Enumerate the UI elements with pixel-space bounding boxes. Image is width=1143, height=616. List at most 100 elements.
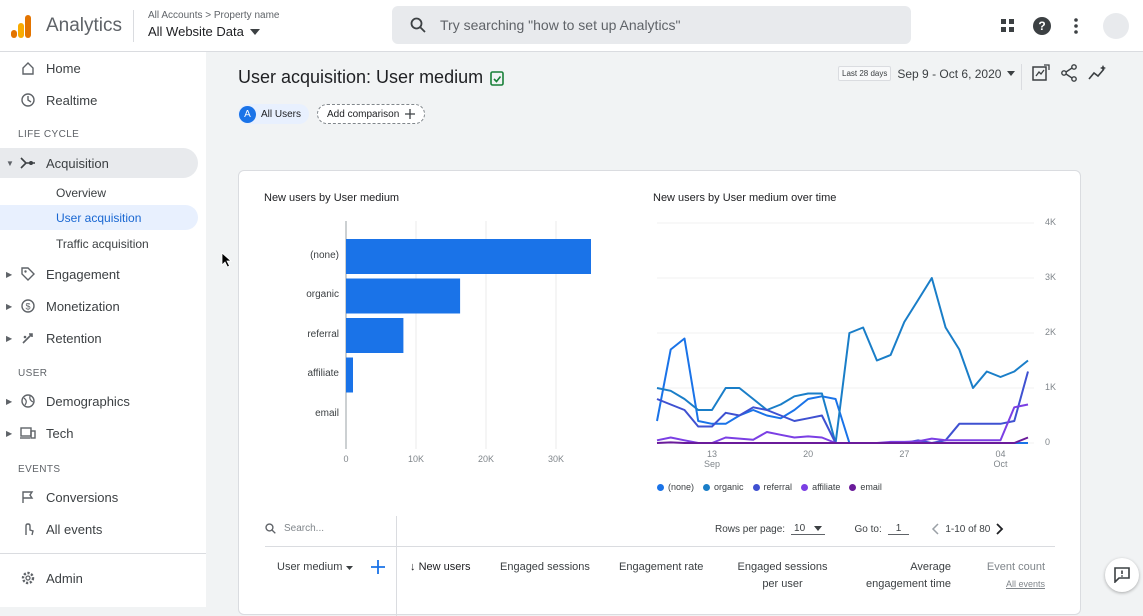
bar-x-tick: 30K <box>547 454 564 464</box>
series-line-organic[interactable] <box>656 277 1029 444</box>
account-selector[interactable]: All Website Data <box>148 24 260 39</box>
legend-dot <box>657 483 664 491</box>
bar-category-label: referral <box>307 328 339 340</box>
date-range-text: Sep 9 - Oct 6, 2020 <box>897 66 1002 81</box>
caret-down-icon <box>346 565 354 570</box>
line-y-tick: 0 <box>1045 437 1051 447</box>
all-users-chip[interactable]: A All Users <box>238 104 310 124</box>
date-range-picker[interactable]: Last 28 days Sep 9 - Oct 6, 2020 <box>838 66 1016 81</box>
caret-down-icon <box>813 526 822 531</box>
add-dimension-plus-icon[interactable] <box>371 560 385 574</box>
divider <box>396 516 397 616</box>
table-search[interactable]: Search... <box>265 523 324 534</box>
chevron-right-icon[interactable] <box>996 523 1004 535</box>
col-header-engagement-rate[interactable]: Engagement rate <box>619 561 704 573</box>
sidebar-item-label: Tech <box>46 425 74 441</box>
sidebar-item-label: Engagement <box>46 266 120 282</box>
divider <box>133 10 134 42</box>
help-icon[interactable]: ? <box>1025 9 1059 43</box>
verified-check-icon[interactable] <box>490 70 504 86</box>
goto-input[interactable]: 1 <box>887 523 910 535</box>
legend-item[interactable]: (none) <box>657 482 694 492</box>
bar-chart-title: New users by User medium <box>264 192 400 204</box>
apps-grid-icon[interactable] <box>991 9 1025 43</box>
feedback-button[interactable] <box>1105 558 1139 592</box>
section-header: USER <box>18 368 48 379</box>
more-vert-icon[interactable] <box>1059 9 1093 43</box>
rows-per-page-label: Rows per page: <box>715 523 786 535</box>
caret-right-icon: ▶ <box>6 301 13 311</box>
col-header-event-count[interactable]: Event count All events <box>983 559 1045 593</box>
line-x-tick: 13 <box>706 449 717 459</box>
rows-per-page-value: 10 <box>794 523 806 534</box>
add-comparison-button[interactable]: Add comparison <box>317 104 426 124</box>
devices-icon <box>20 425 36 441</box>
legend-label: email <box>860 482 882 492</box>
feedback-icon <box>1114 567 1130 583</box>
share-icon[interactable] <box>1060 64 1078 82</box>
bar-x-tick: 20K <box>477 454 494 464</box>
analytics-logo[interactable] <box>10 14 34 38</box>
sidebar-item-traffic-acquisition[interactable]: Traffic acquisition <box>56 236 149 251</box>
bar-affiliate[interactable] <box>346 357 353 393</box>
sidebar-item-label: Retention <box>46 330 102 346</box>
caret-right-icon: ▶ <box>6 428 13 438</box>
account-breadcrumb[interactable]: All Accounts > Property name <box>148 10 280 21</box>
bar-category-label: (none) <box>310 249 339 261</box>
data-table: Search... Rows per page: 10 Go to: 1 1-1… <box>265 511 1055 616</box>
col-header-line-1: Average <box>910 561 951 573</box>
dimension-header[interactable]: User medium <box>277 559 354 576</box>
col-header-engaged-sessions-per-user[interactable]: Engaged sessions per user <box>735 559 830 593</box>
home-icon <box>20 60 36 76</box>
bar-organic[interactable] <box>346 278 461 314</box>
line-y-tick: 1K <box>1045 382 1057 392</box>
legend-label: organic <box>714 482 744 492</box>
line-y-tick: 4K <box>1045 217 1057 227</box>
sidebar-item-label: Conversions <box>46 489 119 505</box>
legend-item[interactable]: organic <box>703 482 744 492</box>
main-content: User acquisition: User medium Last 28 da… <box>206 52 1143 616</box>
page-range: 1-10 of 80 <box>945 523 991 535</box>
sidebar-item-user-acquisition[interactable]: User acquisition <box>0 205 198 230</box>
retention-icon <box>20 330 36 346</box>
charts-card: New users by User medium New users by Us… <box>238 170 1081 616</box>
insights-icon[interactable] <box>1088 64 1108 82</box>
series-line-email[interactable] <box>656 436 1029 444</box>
account-name: All Website Data <box>148 24 244 39</box>
sidebar-item-label: Demographics <box>46 393 130 409</box>
app-name: Analytics <box>46 15 123 36</box>
search-input[interactable]: Try searching "how to set up Analytics" <box>392 6 911 44</box>
col-header-events-filter[interactable]: All events <box>1005 579 1045 589</box>
acquisition-icon <box>20 155 36 171</box>
chevron-left-icon[interactable] <box>931 523 939 535</box>
section-header: LIFE CYCLE <box>18 129 80 140</box>
sidebar-item-label: All events <box>46 521 103 537</box>
bar-referral[interactable] <box>346 318 404 353</box>
avatar[interactable] <box>1103 13 1129 39</box>
clock-icon <box>20 92 36 108</box>
flag-icon <box>20 489 36 505</box>
bar-x-tick: 10K <box>407 454 424 464</box>
col-header-avg-engagement-time[interactable]: Average engagement time <box>855 559 951 593</box>
bar-x-tick: 0 <box>343 454 349 464</box>
svg-text:?: ? <box>1038 19 1045 33</box>
bar-none[interactable] <box>346 239 591 274</box>
segment-label: All Users <box>261 108 302 120</box>
col-header-new-users[interactable]: ↓ New users <box>410 561 471 573</box>
col-header-engaged-sessions[interactable]: Engaged sessions <box>500 561 590 573</box>
page-title-text: User acquisition: User medium <box>238 67 484 87</box>
caret-right-icon: ▶ <box>6 396 13 406</box>
sidebar-item-acquisition[interactable]: ▼ Acquisition <box>0 148 198 178</box>
legend-item[interactable]: referral <box>752 482 792 492</box>
customize-report-icon[interactable] <box>1032 64 1050 82</box>
gear-icon <box>20 570 36 586</box>
sidebar-item-overview[interactable]: Overview <box>56 185 107 200</box>
table-search-placeholder: Search... <box>284 523 325 534</box>
legend-label: affiliate <box>812 482 841 492</box>
bar-category-label: organic <box>306 289 339 300</box>
dimension-header-label: User medium <box>277 561 343 573</box>
legend-item[interactable]: affiliate <box>801 482 840 492</box>
legend-item[interactable]: email <box>849 482 882 492</box>
rows-per-page-select[interactable]: 10 <box>791 523 825 535</box>
line-chart-title: New users by User medium over time <box>653 192 837 204</box>
